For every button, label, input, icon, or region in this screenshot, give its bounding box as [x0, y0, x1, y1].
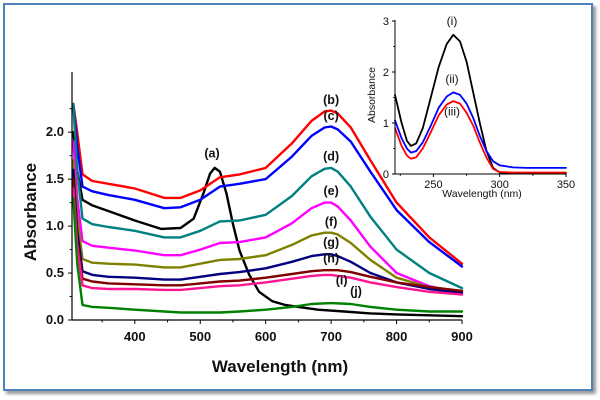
- main-series-line-g: [72, 168, 464, 294]
- main-series-line-c: [72, 102, 464, 268]
- main-series-label-j: (j): [350, 285, 362, 299]
- inset-chart: 250 300 350 0 1 2 3 (i) (ii) (iii) Wavelength (…: [366, 14, 575, 200]
- main-series-line-j: [72, 196, 464, 314]
- inset-y-tick-label: 2: [383, 67, 389, 79]
- main-series-label-d: (d): [323, 149, 339, 163]
- inset-y-axis-title: Absorbance: [366, 67, 378, 123]
- inset-x-ticks: 250 300 350: [399, 174, 575, 191]
- main-series-label-f: (f): [325, 215, 338, 229]
- main-y-tick-label: 1.0: [46, 218, 64, 233]
- inset-x-tick-label: 350: [557, 179, 575, 191]
- inset-series-label-iii: (iii): [444, 104, 460, 118]
- main-series-line-b: [72, 102, 464, 265]
- inset-series-labels: (i) (ii) (iii): [444, 14, 460, 118]
- main-series-line-f: [72, 159, 464, 293]
- main-series-line-i: [72, 187, 464, 296]
- inset-y-tick-label: 1: [383, 118, 389, 130]
- main-x-tick-label: 400: [124, 329, 146, 344]
- main-series-label-h: (h): [323, 252, 339, 266]
- main-x-axis-title: Wavelength (nm): [212, 357, 348, 376]
- main-y-tick-label: 0.0: [46, 312, 64, 327]
- inset-y-ticks: 0 1 2 3: [383, 16, 395, 181]
- main-chart: 400 500 600 700 800 900 0.0 0.5 1.0 1.5 2.0 (a) (b…: [21, 72, 473, 376]
- inset-series-line-ii: [394, 91, 567, 169]
- inset-series-label-i: (i): [447, 14, 458, 28]
- main-series-line-h: [72, 177, 464, 293]
- main-x-tick-label: 900: [451, 329, 473, 344]
- main-x-tick-label: 600: [255, 329, 277, 344]
- main-series-labels: (a) (b) (c) (d) (e) (f) (g) (h) (i)(j): [204, 93, 362, 299]
- main-series-line-d: [72, 102, 464, 290]
- main-series-label-b: (b): [323, 93, 339, 107]
- inset-x-tick-label: 300: [491, 179, 509, 191]
- main-series-label-a: (a): [204, 147, 219, 161]
- main-series-group: [72, 102, 464, 318]
- inset-x-axis-title: Wavelength (nm): [442, 188, 522, 200]
- main-series-label-i: (i): [336, 273, 348, 287]
- main-y-tick-label: 0.5: [46, 265, 64, 280]
- main-x-ticks: 400 500 600 700 800 900: [101, 320, 473, 344]
- main-y-tick-label: 2.0: [46, 124, 64, 139]
- inset-y-tick-label: 3: [383, 16, 389, 28]
- main-series-label-c: (c): [323, 109, 338, 123]
- main-y-ticks: 0.0 0.5 1.0 1.5 2.0: [46, 108, 72, 327]
- main-x-tick-label: 700: [320, 329, 342, 344]
- main-series-line-a: [72, 130, 464, 318]
- main-x-tick-label: 800: [386, 329, 408, 344]
- main-series-label-g: (g): [323, 236, 339, 250]
- inset-y-tick-label: 0: [383, 169, 389, 181]
- inset-series-line-iii: [394, 100, 567, 174]
- inset-x-tick-label: 250: [424, 179, 442, 191]
- main-y-axis-title: Absorbance: [21, 163, 40, 261]
- inset-series-label-ii: (ii): [445, 72, 458, 86]
- figure-frame: [3, 3, 593, 391]
- main-y-tick-label: 1.5: [46, 171, 64, 186]
- inset-series-group: [394, 33, 567, 174]
- main-series-label-e: (e): [323, 184, 338, 198]
- main-series-line-e: [72, 140, 464, 294]
- main-x-tick-label: 500: [189, 329, 211, 344]
